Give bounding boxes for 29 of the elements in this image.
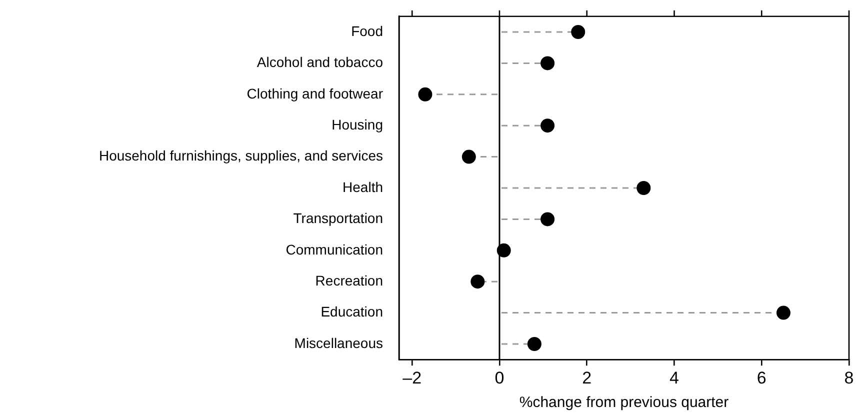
y-tick-label: Food <box>351 22 383 39</box>
point <box>571 25 586 39</box>
point <box>540 56 555 70</box>
x-tick-label: 8 <box>844 368 854 388</box>
point <box>462 150 476 164</box>
point <box>496 243 511 258</box>
point <box>776 306 790 320</box>
y-tick-label: Transportation <box>293 210 383 226</box>
point <box>470 274 485 289</box>
x-tick-label: 4 <box>670 368 679 388</box>
x-tick-label: –2 <box>402 368 422 388</box>
x-tick-label: 2 <box>582 368 592 388</box>
point <box>636 181 651 195</box>
y-tick-label: Housing <box>332 116 383 132</box>
y-tick-label: Communication <box>286 241 383 258</box>
y-tick-label: Household furnishings, supplies, and services <box>98 148 383 164</box>
y-tick-label: Recreation <box>315 272 383 288</box>
y-tick-label: Education <box>320 304 383 320</box>
y-tick-label: Health <box>342 178 383 195</box>
y-tick-label: Clothing and footwear <box>246 85 384 102</box>
point <box>418 87 432 102</box>
point <box>540 212 555 226</box>
point <box>527 337 542 351</box>
x-axis-title: %change from previous quarter <box>519 394 729 412</box>
y-tick-label: Alcohol and tobacco <box>256 54 384 70</box>
point <box>540 118 555 133</box>
y-tick-label: Miscellaneous <box>294 334 383 351</box>
x-tick-label: 0 <box>494 368 504 388</box>
x-tick-label: 6 <box>756 368 766 388</box>
